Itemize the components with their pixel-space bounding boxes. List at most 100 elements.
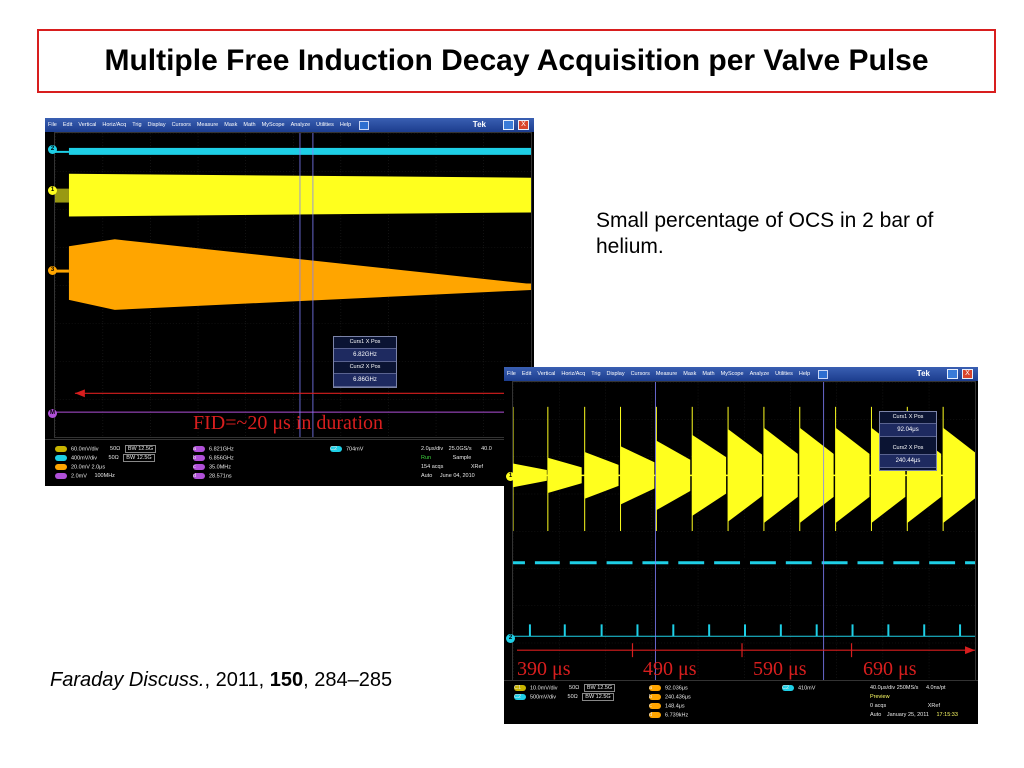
- menu-item-help[interactable]: Help: [798, 371, 811, 377]
- menu-item-mask[interactable]: Mask: [224, 122, 238, 128]
- trigger-chip[interactable]: C2: [782, 685, 794, 691]
- meas4-value: 6.739kHz: [665, 712, 689, 719]
- acq-state: Preview: [870, 694, 890, 700]
- timebase-div: 2.0μs/div: [421, 446, 444, 452]
- arrow-head-icon: [74, 389, 85, 398]
- meas-chip[interactable]: c: [649, 703, 661, 709]
- valve-pulse-gap: [740, 558, 750, 567]
- citation: Faraday Discuss., 2011, 150, 284–285: [50, 669, 392, 692]
- valve-pulse-gap: [559, 558, 570, 567]
- menu-item-edit[interactable]: Edit: [521, 371, 532, 377]
- meas2-value: 240.436μs: [665, 694, 691, 701]
- ch2-valve-pulses: [524, 558, 966, 637]
- valve-pulse-gap: [883, 558, 894, 567]
- meas-chip[interactable]: b: [193, 455, 205, 461]
- menu-item-vertical[interactable]: Vertical: [78, 122, 97, 128]
- menu-item-edit[interactable]: Edit: [62, 122, 73, 128]
- scope1-menubar: File Edit Vertical Horiz/Acq Trig Display Curs…: [45, 118, 534, 132]
- menu-item-mask[interactable]: Mask: [683, 371, 697, 377]
- close-icon[interactable]: X: [518, 120, 529, 130]
- menu-item-vertical[interactable]: Vertical: [537, 371, 556, 377]
- scope2-menubar: File Edit Vertical Horiz/Acq Trig Display Curs…: [504, 367, 978, 381]
- close-icon[interactable]: X: [962, 369, 973, 379]
- ch-chip[interactable]: [55, 464, 67, 470]
- ch-chip[interactable]: [55, 455, 67, 461]
- fid-burst: [835, 427, 870, 524]
- acq-count: 154 acqs: [421, 464, 444, 470]
- curs1-value[interactable]: 92.04μs: [880, 423, 936, 437]
- valve-pulse-gap: [596, 558, 607, 567]
- menu-item-utilities[interactable]: Utilities: [316, 122, 334, 128]
- minimize-icon[interactable]: [947, 369, 958, 379]
- ch2-scale: 500mV/div: [530, 694, 556, 701]
- arrow-head-icon: [965, 646, 975, 655]
- ch-chip[interactable]: [55, 473, 67, 479]
- ch2-marker[interactable]: 2: [506, 634, 515, 643]
- menu-item-measure[interactable]: Measure: [655, 371, 678, 377]
- oscilloscope-screenshot-1: File Edit Vertical Horiz/Acq Trig Display Curs…: [45, 118, 534, 486]
- curs2-label: Curs2 X Pos: [349, 364, 381, 370]
- menu-item-display[interactable]: Display: [147, 122, 166, 128]
- valve-pulse-gap: [955, 558, 966, 567]
- meas-chip[interactable]: d: [193, 473, 205, 479]
- menu-item-cursors[interactable]: Cursors: [630, 371, 650, 377]
- ch1-marker[interactable]: 1: [48, 186, 57, 195]
- menu-item-measure[interactable]: Measure: [196, 122, 219, 128]
- menu-item-help[interactable]: Help: [339, 122, 352, 128]
- trigger-mode: Auto: [870, 712, 882, 718]
- x-ref: XRef: [470, 464, 484, 470]
- slide-title: Multiple Free Induction Decay Acquisitio…: [104, 44, 929, 77]
- fid-burst: [656, 440, 691, 511]
- ch-chip[interactable]: C2: [514, 694, 526, 700]
- meas-chip[interactable]: a: [193, 446, 205, 452]
- ch3-marker[interactable]: 3: [48, 266, 57, 275]
- menu-item-file[interactable]: File: [48, 122, 57, 128]
- curs2-value[interactable]: 240.44μs: [880, 454, 936, 468]
- trigger-chip[interactable]: C2: [330, 446, 342, 452]
- citation-sep: ,: [204, 669, 216, 691]
- menu-item-analyze[interactable]: Analyze: [749, 371, 770, 377]
- ch2-marker[interactable]: 2: [48, 145, 57, 154]
- menu-item-analyze[interactable]: Analyze: [290, 122, 311, 128]
- scope2-plot: 1 2 Curs1 X Pos 92.04μs Curs2 X Pos 240.…: [506, 381, 976, 681]
- menu-item-file[interactable]: File: [507, 371, 516, 377]
- menu-item-math[interactable]: Math: [243, 122, 256, 128]
- curs2-value[interactable]: 6.86GHz: [334, 373, 396, 387]
- meas-chip[interactable]: c: [193, 464, 205, 470]
- meas3-value: 35.0MHz: [209, 464, 232, 471]
- menu-item-trig[interactable]: Trig: [591, 371, 601, 377]
- valve-pulse-gap: [668, 558, 679, 567]
- sample-rate: 25.0GS/s: [448, 446, 472, 452]
- menu-item-utilities[interactable]: Utilities: [775, 371, 793, 377]
- ch1-bandwidth: BW 12.5G: [124, 445, 157, 454]
- menu-item-cursors[interactable]: Cursors: [171, 122, 191, 128]
- menu-item-display[interactable]: Display: [606, 371, 625, 377]
- ch1-trace-start: [55, 188, 69, 203]
- menu-dropdown-icon[interactable]: [818, 369, 829, 379]
- valve-pulse-gap: [775, 558, 786, 567]
- ch-chip[interactable]: [55, 446, 67, 452]
- ch-chip[interactable]: C1: [514, 685, 526, 691]
- meas-chip[interactable]: b: [649, 694, 661, 700]
- meas-chip[interactable]: a: [649, 685, 661, 691]
- meas-chip[interactable]: d: [649, 712, 661, 718]
- fid-burst: [513, 463, 547, 488]
- math-marker[interactable]: M: [48, 409, 57, 418]
- meas4-value: 28.571ns: [209, 473, 232, 480]
- interval-label-1: 390 μs: [517, 658, 571, 680]
- ch1-marker[interactable]: 1: [506, 472, 515, 481]
- valve-pulse-gap: [847, 558, 858, 567]
- menu-item-math[interactable]: Math: [702, 371, 715, 377]
- menu-item-myscope[interactable]: MyScope: [720, 371, 744, 377]
- menu-item-horiz-acq[interactable]: Horiz/Acq: [561, 371, 586, 377]
- menu-item-horiz-acq[interactable]: Horiz/Acq: [102, 122, 127, 128]
- valve-pulse-gap: [632, 558, 643, 567]
- menu-item-myscope[interactable]: MyScope: [261, 122, 285, 128]
- curs1-value[interactable]: 6.82GHz: [334, 348, 396, 362]
- menu-item-trig[interactable]: Trig: [132, 122, 142, 128]
- menu-dropdown-icon[interactable]: [359, 120, 370, 130]
- minimize-icon[interactable]: [503, 120, 514, 130]
- fid-burst: [620, 446, 655, 505]
- resolution: 40.0: [481, 446, 492, 452]
- x-ref: XRef: [927, 703, 940, 709]
